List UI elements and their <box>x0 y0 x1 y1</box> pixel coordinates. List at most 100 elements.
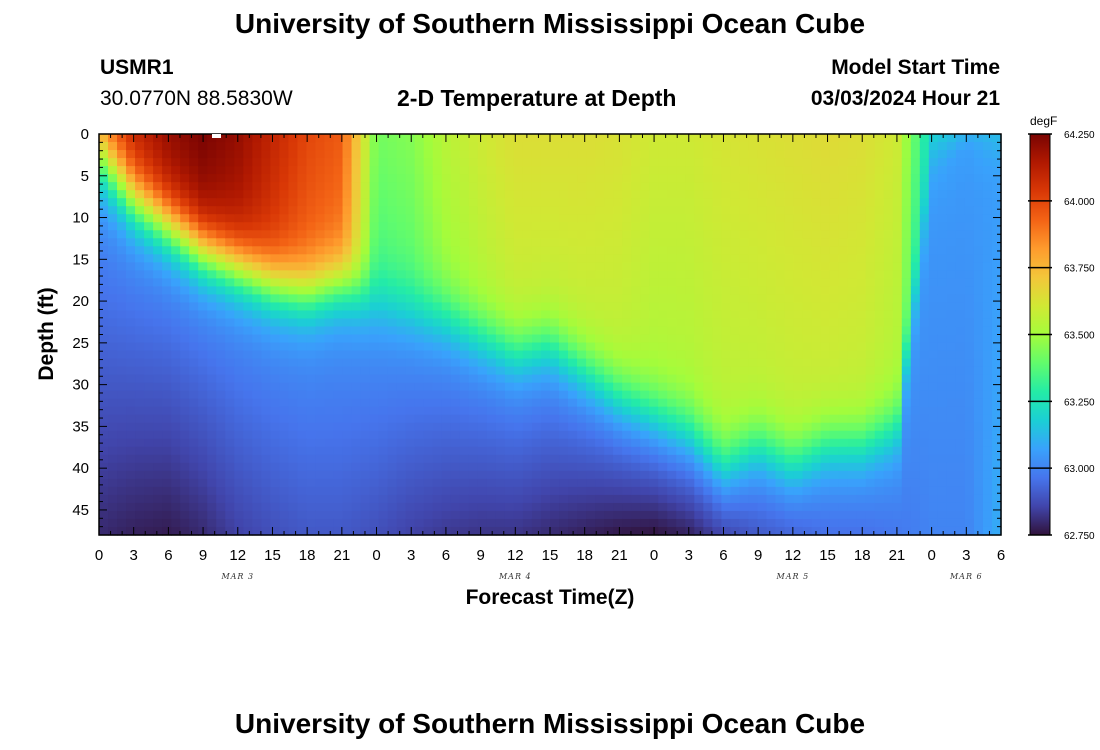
heatmap-cell <box>378 302 389 312</box>
heatmap-cell <box>144 222 154 231</box>
heatmap-cell <box>441 422 452 432</box>
heatmap-cell <box>351 134 362 143</box>
heatmap-cell <box>766 350 777 360</box>
heatmap-cell <box>883 518 894 528</box>
heatmap-cell <box>198 518 208 528</box>
heatmap-cell <box>946 294 957 304</box>
heatmap-cell <box>892 254 903 263</box>
heatmap-cell <box>360 150 371 159</box>
heatmap-cell <box>640 246 650 255</box>
heatmap-cell <box>117 238 127 247</box>
heatmap-cell <box>198 166 208 175</box>
heatmap-cell <box>694 246 704 255</box>
heatmap-cell <box>270 222 280 231</box>
heatmap-cell <box>270 190 280 199</box>
heatmap-cell <box>676 358 686 368</box>
heatmap-cell <box>261 494 271 504</box>
heatmap-cell <box>486 398 497 408</box>
heatmap-cell <box>270 214 280 223</box>
heatmap-cell <box>748 470 759 480</box>
heatmap-cell <box>757 150 768 159</box>
heatmap-cell <box>838 486 849 496</box>
heatmap-cell <box>964 214 975 223</box>
heatmap-cell <box>405 262 416 271</box>
heatmap-cell <box>171 198 181 207</box>
heatmap-cell <box>703 422 713 432</box>
heatmap-cell <box>766 182 777 191</box>
heatmap-cell <box>991 334 1002 344</box>
heatmap-cell <box>748 478 759 488</box>
heatmap-cell <box>369 310 380 320</box>
heatmap-cell <box>613 134 623 143</box>
heatmap-cell <box>315 526 326 536</box>
heatmap-cell <box>811 438 822 448</box>
heatmap-cell <box>414 190 425 199</box>
heatmap-cell <box>432 470 443 480</box>
heatmap-cell <box>856 366 867 376</box>
heatmap-cell <box>649 382 659 392</box>
heatmap-cell <box>270 478 280 488</box>
heatmap-cell <box>568 158 578 167</box>
heatmap-cell <box>261 486 271 496</box>
heatmap-cell <box>748 190 759 199</box>
heatmap-cell <box>333 446 344 456</box>
heatmap-cell <box>775 438 786 448</box>
heatmap-cell <box>604 310 614 320</box>
heatmap-cell <box>838 294 849 304</box>
heatmap-cell <box>550 262 560 271</box>
heatmap-cell <box>766 366 777 376</box>
heatmap-cell <box>180 302 190 312</box>
heatmap-cell <box>225 286 235 295</box>
heatmap-cell <box>504 286 515 295</box>
heatmap-cell <box>423 526 434 536</box>
heatmap-cell <box>901 294 912 304</box>
heatmap-cell <box>153 198 163 207</box>
heatmap-cell <box>712 526 722 536</box>
heatmap-cell <box>171 390 181 400</box>
heatmap-cell <box>874 358 885 368</box>
heatmap-cell <box>748 414 759 424</box>
heatmap-cell <box>495 342 506 352</box>
heatmap-cell <box>685 374 695 384</box>
heatmap-cell <box>144 382 154 392</box>
heatmap-cell <box>550 350 560 360</box>
heatmap-cell <box>901 486 912 496</box>
heatmap-cell <box>450 142 461 151</box>
heatmap-cell <box>577 438 587 448</box>
heatmap-cell <box>414 470 425 480</box>
heatmap-cell <box>288 526 299 536</box>
heatmap-cell <box>766 454 777 464</box>
heatmap-cell <box>748 142 759 151</box>
heatmap-cell <box>450 150 461 159</box>
heatmap-cell <box>775 206 786 215</box>
heatmap-cell <box>351 438 362 448</box>
heatmap-cell <box>550 518 560 528</box>
heatmap-cell <box>405 134 416 143</box>
heatmap-cell <box>577 206 587 215</box>
heatmap-cell <box>468 510 479 520</box>
heatmap-cell <box>685 518 695 528</box>
heatmap-cell <box>739 230 750 239</box>
heatmap-cell <box>775 462 786 472</box>
heatmap-cell <box>604 494 614 504</box>
heatmap-cell <box>351 326 362 336</box>
heatmap-cell <box>991 134 1002 143</box>
heatmap-cell <box>504 294 515 304</box>
heatmap-cell <box>252 190 262 199</box>
heatmap-cell <box>117 158 127 167</box>
heatmap-cell <box>297 270 308 279</box>
heatmap-cell <box>559 510 569 520</box>
heatmap-cell <box>802 518 813 528</box>
heatmap-cell <box>432 150 443 159</box>
heatmap-cell <box>216 334 226 344</box>
heatmap-cell <box>270 462 280 472</box>
heatmap-cell <box>649 374 659 384</box>
heatmap-cell <box>613 518 623 528</box>
heatmap-cell <box>937 422 948 432</box>
heatmap-cell <box>730 134 741 143</box>
heatmap-cell <box>486 318 497 328</box>
heatmap-cell <box>459 174 470 183</box>
heatmap-cell <box>793 302 804 312</box>
heatmap-cell <box>297 230 308 239</box>
heatmap-cell <box>99 374 109 384</box>
